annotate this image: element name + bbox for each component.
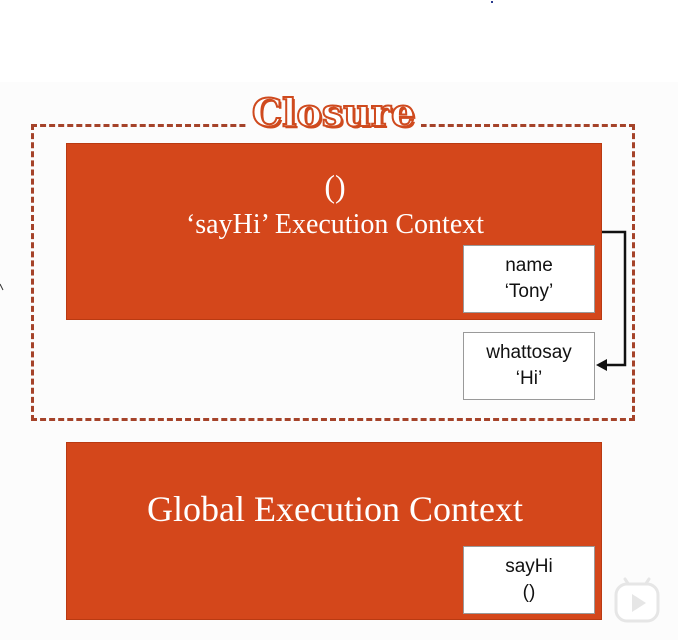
edge-mark	[0, 283, 4, 291]
closure-title: Closure	[246, 88, 421, 138]
sayhi-variable-box: sayHi ()	[463, 546, 595, 614]
name-variable-name: name	[505, 255, 553, 276]
whattosay-variable-box: whattosay ‘Hi’	[463, 332, 595, 400]
sayhi-variable-name: sayHi	[505, 556, 553, 577]
sayhi-execution-context: () ‘sayHi’ Execution Context	[66, 143, 602, 320]
global-context-label: Global Execution Context	[147, 489, 523, 529]
slide-top-area	[0, 0, 678, 82]
sayhi-context-label: ‘sayHi’ Execution Context	[185, 209, 485, 240]
whattosay-variable-value: ‘Hi’	[515, 368, 543, 389]
name-variable-box: name ‘Tony’	[463, 245, 595, 313]
whattosay-variable-name: whattosay	[486, 342, 572, 363]
name-variable-value: ‘Tony’	[504, 281, 554, 302]
play-icon[interactable]	[612, 576, 662, 624]
sayhi-variable-value: ()	[522, 582, 536, 603]
sayhi-parens: ()	[324, 168, 346, 204]
stray-dot	[491, 1, 493, 3]
